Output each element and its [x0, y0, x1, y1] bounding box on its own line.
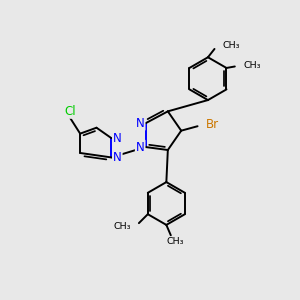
Text: Br: Br: [206, 118, 219, 131]
Text: N: N: [136, 117, 145, 130]
Text: CH₃: CH₃: [167, 237, 184, 246]
Text: N: N: [113, 151, 122, 164]
Text: Cl: Cl: [64, 105, 76, 118]
Text: CH₃: CH₃: [223, 41, 240, 50]
Text: CH₃: CH₃: [113, 222, 130, 231]
Text: N: N: [113, 132, 122, 145]
Text: N: N: [136, 140, 145, 154]
Text: CH₃: CH₃: [244, 61, 261, 70]
